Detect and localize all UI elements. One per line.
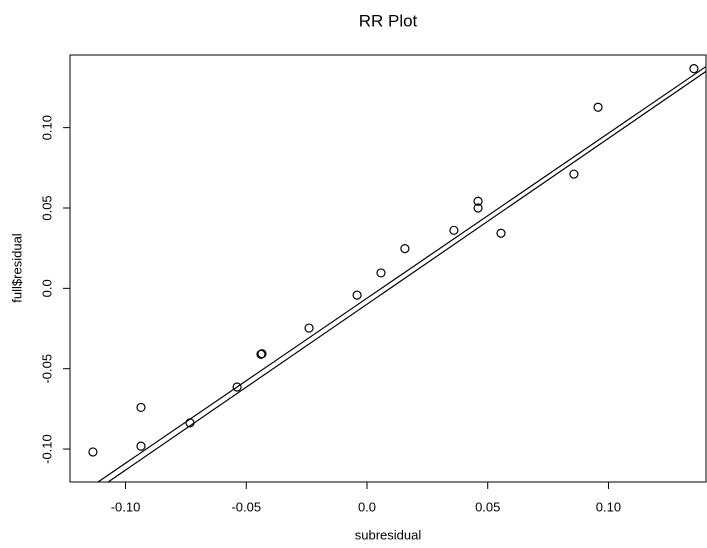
point <box>88 447 98 457</box>
plot-frame <box>69 54 707 483</box>
point <box>473 196 483 206</box>
x-tick-label: 0.10 <box>596 499 621 514</box>
y-tick-label: 0.05 <box>39 195 54 220</box>
x-axis-label: subresidual <box>355 527 422 542</box>
point <box>352 290 362 300</box>
point <box>496 228 506 238</box>
point <box>232 382 242 392</box>
point <box>136 402 146 413</box>
x-tick-label: 0.05 <box>475 499 500 514</box>
chart-title: RR Plot <box>359 11 418 30</box>
y-axis-label: full$residual <box>9 233 24 302</box>
point <box>257 349 267 359</box>
x-tick-label: 0.0 <box>358 499 376 514</box>
point <box>400 244 410 254</box>
point <box>449 225 459 235</box>
point <box>376 268 386 278</box>
plot-area <box>88 64 706 482</box>
x-tick-label: -0.05 <box>231 499 261 514</box>
point <box>689 64 699 74</box>
y-tick-label: -0.05 <box>39 354 54 384</box>
point <box>593 102 603 112</box>
fit-line <box>97 66 706 482</box>
point <box>185 418 195 428</box>
x-tick-label: -0.10 <box>111 499 141 514</box>
point <box>304 323 314 333</box>
point <box>473 203 483 213</box>
fit-line <box>107 70 706 482</box>
y-tick-label: -0.10 <box>39 434 54 464</box>
point <box>136 441 146 451</box>
y-tick-label: 0.0 <box>39 279 54 297</box>
point <box>569 169 579 179</box>
y-tick-label: 0.10 <box>39 115 54 140</box>
